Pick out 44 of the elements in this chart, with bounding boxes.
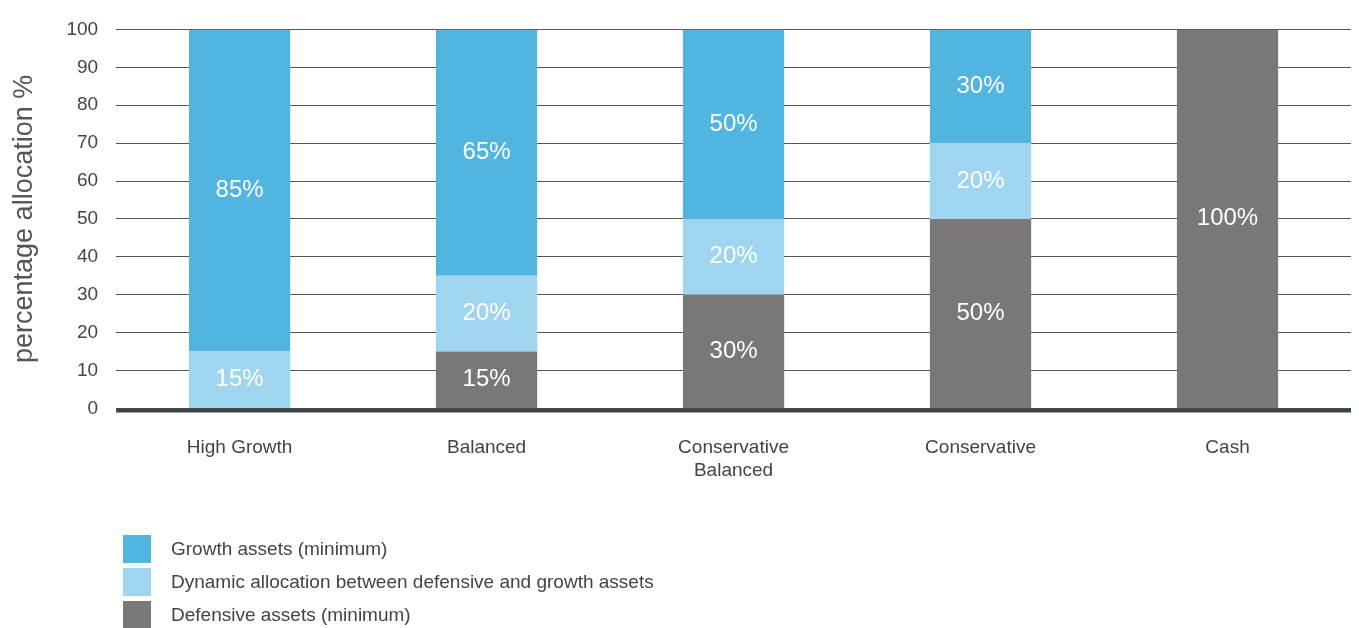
y-tick-label: 10 xyxy=(76,358,99,380)
data-label: 100% xyxy=(1196,203,1259,231)
bar xyxy=(435,275,538,352)
y-tick-label: 70 xyxy=(76,131,99,153)
bar xyxy=(435,351,538,408)
x-tick-label: Conservative Balanced xyxy=(678,436,789,480)
data-label: 15% xyxy=(462,364,511,392)
bar xyxy=(682,29,785,219)
data-label: 85% xyxy=(215,175,264,203)
bar xyxy=(929,218,1032,408)
y-tick-label: 50 xyxy=(76,207,99,229)
y-tick-label: 0 xyxy=(87,396,99,418)
bar xyxy=(188,29,291,352)
y-tick-label: 100 xyxy=(66,17,99,39)
y-tick-label: 80 xyxy=(76,93,99,115)
legend-label: Defensive assets (minimum) xyxy=(171,603,411,626)
data-label: 15% xyxy=(215,364,264,392)
x-tick-label: Balanced xyxy=(446,436,527,458)
data-label: 50% xyxy=(956,298,1005,326)
legend-label: Dynamic allocation between defensive and growth assets xyxy=(171,570,654,593)
data-label: 20% xyxy=(462,298,511,326)
x-tick-label: Cash xyxy=(1205,436,1250,458)
legend-label: Growth assets (minimum) xyxy=(171,537,388,560)
y-tick-label: 20 xyxy=(76,320,99,342)
bar xyxy=(188,351,291,408)
x-tick-label: High Growth xyxy=(186,436,293,458)
y-tick-label: 40 xyxy=(76,245,99,267)
bar xyxy=(682,294,785,408)
y-tick-label: 60 xyxy=(76,169,99,191)
data-label: 30% xyxy=(709,335,758,363)
bar xyxy=(929,29,1032,144)
data-label: 50% xyxy=(709,108,758,136)
bar xyxy=(435,29,538,276)
x-tick-label: Conservative xyxy=(925,436,1036,458)
data-label: 20% xyxy=(709,241,758,269)
bar xyxy=(682,218,785,295)
data-label: 20% xyxy=(956,165,1005,193)
bar xyxy=(929,143,1032,219)
data-label: 30% xyxy=(956,70,1005,98)
bar xyxy=(1176,29,1279,408)
y-tick-label: 30 xyxy=(76,282,99,304)
y-axis-title: percentage allocation % xyxy=(7,74,38,363)
data-label: 65% xyxy=(462,137,511,165)
y-tick-label: 90 xyxy=(76,55,99,77)
